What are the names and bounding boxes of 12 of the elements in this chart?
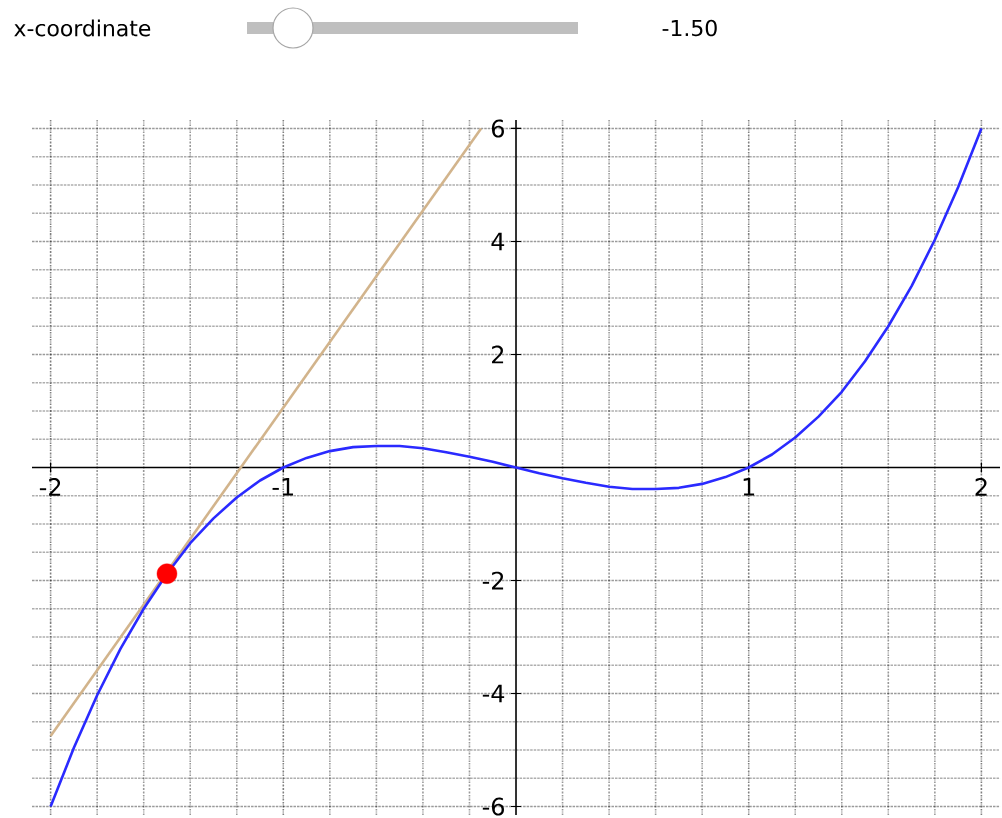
y-tick-label: -4	[482, 684, 505, 703]
x-tick-label: 1	[743, 478, 755, 496]
y-tick-label: 4	[491, 232, 505, 251]
x-tick-label: -1	[272, 478, 294, 496]
x-tick-label: 2	[975, 478, 987, 496]
y-tick-label: 2	[492, 345, 504, 364]
y-tick-label: -2	[482, 571, 504, 590]
y-tick-label: -6	[482, 797, 504, 816]
text: -1.50	[662, 19, 717, 37]
y-tick-label: 6	[491, 119, 504, 138]
text: x-coordinate	[14, 19, 151, 37]
x-tick-label: -2	[39, 478, 61, 496]
